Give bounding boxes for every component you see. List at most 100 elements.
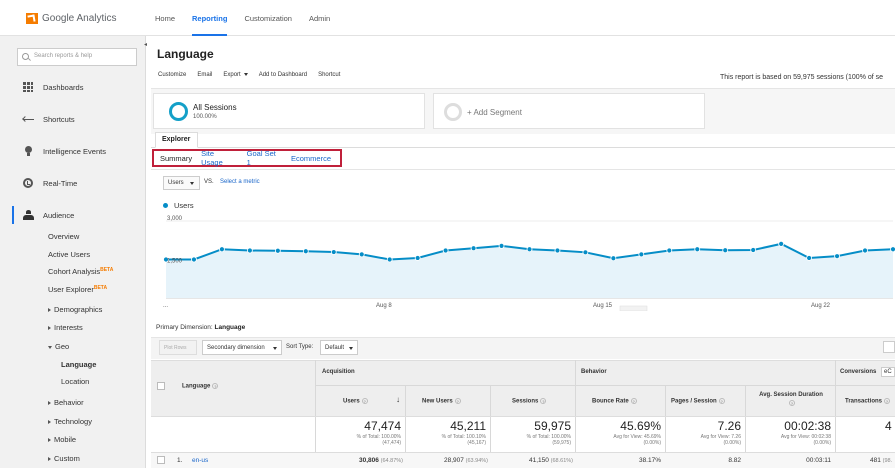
tab-explorer[interactable]: Explorer <box>155 132 198 148</box>
col-label: Bounce Rate <box>592 398 629 405</box>
col-sessions[interactable]: Sessions? <box>512 398 547 405</box>
sidebar-sub-user-explorer[interactable]: User ExplorerBETA <box>48 285 107 294</box>
data-point <box>163 256 169 263</box>
help-icon: ? <box>884 398 891 404</box>
users-line-chart[interactable]: 3,000 1,500... Aug 8 Aug 15 Aug 22 <box>147 211 895 311</box>
subtab-site-usage[interactable]: Site Usage <box>201 149 223 167</box>
sidebar-sub-demographics[interactable]: Demographics <box>48 305 102 314</box>
sidebar-sub-location[interactable]: Location <box>61 377 90 386</box>
search-input[interactable]: Search reports & help <box>17 48 137 66</box>
col-language[interactable]: Language? <box>182 383 219 390</box>
tab-customization[interactable]: Customization <box>244 14 292 23</box>
sidebar-sub-label: User Explorer <box>48 285 94 294</box>
col-avg-session-duration[interactable]: Avg. Session Duration? <box>753 391 829 409</box>
col-label: Users <box>343 398 360 405</box>
beta-badge: BETA <box>93 285 108 291</box>
sidebar-sub-label: Demographics <box>54 305 103 314</box>
row-checkbox[interactable] <box>157 456 165 464</box>
chart-legend: Users <box>163 201 194 210</box>
add-segment-button[interactable]: + Add Segment <box>433 93 705 129</box>
data-table: Language? Acquisition Behavior Conversio… <box>151 360 895 468</box>
sidebar-item-label: Intelligence Events <box>43 146 106 156</box>
subtab-divider <box>151 169 895 170</box>
x-tick-label: Aug 15 <box>593 303 613 309</box>
subtab-ecommerce[interactable]: Ecommerce <box>290 153 331 163</box>
sidebar-sub-cohort-analysis[interactable]: Cohort AnalysisBETA <box>48 267 113 276</box>
data-point <box>834 253 840 260</box>
sidebar-sub-active-users[interactable]: Active Users <box>48 250 91 259</box>
people-icon <box>23 210 34 220</box>
tab-home[interactable]: Home <box>155 14 176 23</box>
total-transactions: 4 <box>885 419 892 433</box>
subtab-goal-set-1[interactable]: Goal Set 1 <box>246 149 276 167</box>
col-divider <box>665 386 666 468</box>
email-button[interactable]: Email <box>197 72 213 78</box>
help-icon: ? <box>540 398 547 404</box>
sidebar-item-audience[interactable]: Audience <box>0 206 146 224</box>
sidebar-sub-custom[interactable]: Custom <box>48 454 80 463</box>
ga-brand[interactable]: Google Analytics <box>26 11 117 25</box>
sidebar: Search reports & help Dashboards Shortcu… <box>0 36 146 468</box>
subtab-summary[interactable]: Summary <box>160 153 193 163</box>
data-point <box>722 247 729 254</box>
select-all-checkbox[interactable] <box>157 382 165 390</box>
sidebar-sub-technology[interactable]: Technology <box>48 417 92 426</box>
sidebar-item-dashboards[interactable]: Dashboards <box>0 78 146 96</box>
data-point <box>694 246 701 253</box>
secondary-dimension-select[interactable]: Secondary dimension <box>202 340 282 355</box>
collapse-sidebar-icon[interactable]: ◂ <box>144 42 148 48</box>
select-metric-link[interactable]: Select a metric <box>220 179 260 185</box>
conversion-select[interactable]: eC <box>881 367 895 377</box>
col-users[interactable]: Users? <box>343 398 368 405</box>
tab-admin[interactable]: Admin <box>308 14 331 23</box>
row-avg-duration: 00:03:11 <box>806 457 831 464</box>
customize-button[interactable]: Customize <box>158 72 187 78</box>
caret-right-icon <box>48 457 51 462</box>
col-pages-session[interactable]: Pages / Session? <box>671 398 725 405</box>
col-transactions[interactable]: Transactions? <box>845 398 891 405</box>
total-detail-line: % of Total: 100.10% <box>441 434 486 440</box>
metric-select[interactable]: Users <box>163 176 200 190</box>
group-acquisition: Acquisition <box>322 369 355 375</box>
table-row[interactable] <box>151 452 895 468</box>
chart-resize-handle <box>619 305 648 311</box>
segment-all-sessions[interactable]: All Sessions 100.00% <box>153 93 425 129</box>
col-new-users[interactable]: New Users? <box>422 398 461 405</box>
add-segment-label: + Add Segment <box>467 108 522 117</box>
plot-rows-button[interactable]: Plot Rows <box>159 340 197 355</box>
total-detail-line: (59,975) <box>552 440 571 446</box>
brand-name: Google Analytics <box>42 12 117 24</box>
sort-arrow-icon[interactable]: ↓ <box>396 395 400 404</box>
data-point <box>750 247 757 253</box>
tab-reporting[interactable]: Reporting <box>192 0 228 36</box>
sidebar-sub-interests[interactable]: Interests <box>48 323 83 332</box>
caret-right-icon <box>48 420 51 425</box>
sidebar-sub-geo[interactable]: Geo <box>48 342 69 351</box>
sidebar-sub-mobile[interactable]: Mobile <box>48 435 76 444</box>
row-new-users-pct: (63.94%) <box>465 458 488 464</box>
sidebar-sub-overview[interactable]: Overview <box>48 232 80 241</box>
data-point <box>470 245 477 252</box>
export-button[interactable]: Export <box>223 72 247 78</box>
total-users-detail: % of Total: 100.00% (47,474) <box>321 434 401 446</box>
sidebar-item-intelligence-events[interactable]: Intelligence Events <box>0 142 146 160</box>
shortcut-button[interactable]: Shortcut <box>318 72 341 78</box>
search-box[interactable] <box>883 341 895 353</box>
total-detail-line: Avg for View: 7.26 <box>700 434 741 440</box>
row-language-link[interactable]: en-us <box>192 457 209 464</box>
vs-label: VS. <box>204 179 214 185</box>
sidebar-sub-label: Cohort Analysis <box>48 267 101 276</box>
x-tick-label: ... <box>163 303 168 309</box>
data-point <box>246 247 253 254</box>
table-header <box>151 360 895 416</box>
data-point <box>638 251 645 258</box>
sidebar-item-realtime[interactable]: Real-Time <box>0 174 146 192</box>
col-bounce-rate[interactable]: Bounce Rate? <box>592 398 637 405</box>
sort-type-select[interactable]: Default <box>320 340 358 355</box>
main-content: Language Customize Email Export Add to D… <box>147 36 895 468</box>
sidebar-item-shortcuts[interactable]: Shortcuts <box>0 110 146 128</box>
sidebar-sub-behavior[interactable]: Behavior <box>48 398 84 407</box>
add-to-dashboard-button[interactable]: Add to Dashboard <box>258 72 308 78</box>
sidebar-sub-language[interactable]: Language <box>61 360 97 369</box>
sidebar-sub-label: Mobile <box>54 435 77 444</box>
